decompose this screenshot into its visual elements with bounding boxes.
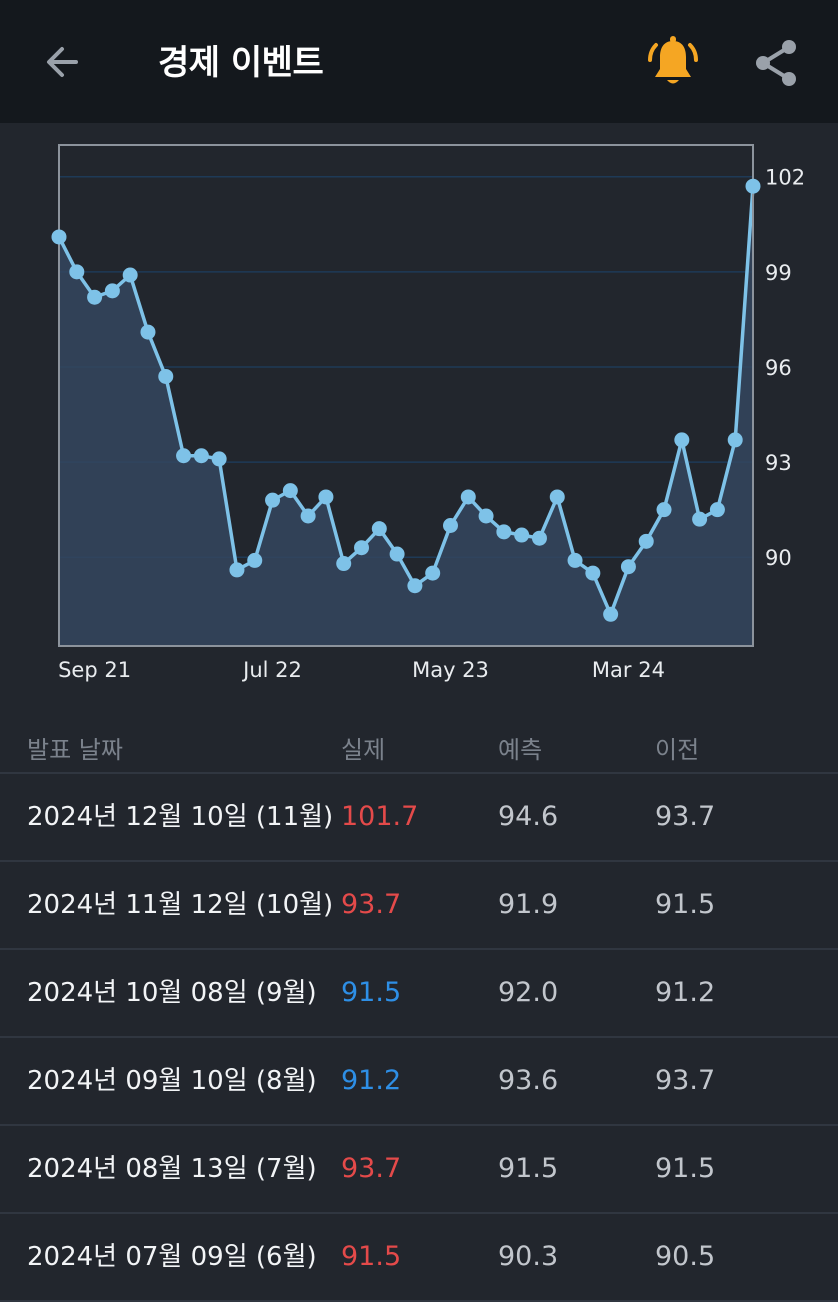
previous-value: 93.7 — [655, 1065, 716, 1096]
data-point — [425, 565, 441, 581]
data-point — [229, 562, 245, 578]
x-tick-label: Mar 24 — [592, 658, 665, 682]
table-row[interactable]: 2024년 08월 13일 (7월) 93.7 91.5 91.5 — [0, 1126, 838, 1214]
data-point — [585, 565, 601, 581]
actual-value: 93.7 — [341, 889, 402, 920]
data-point — [193, 448, 209, 464]
back-button[interactable] — [36, 36, 88, 88]
page-title: 경제 이벤트 — [158, 43, 324, 83]
forecast-value: 93.6 — [498, 1065, 559, 1096]
previous-value: 91.2 — [655, 977, 716, 1008]
chart-panel: 90 93 96 99 102 Sep 21 Jul 22 May 23 Mar 24 — [0, 123, 838, 703]
data-point — [460, 489, 476, 505]
data-point — [656, 502, 672, 518]
data-point — [282, 483, 298, 499]
share-button[interactable] — [744, 30, 810, 96]
y-tick-label: 99 — [765, 261, 792, 285]
y-tick-label: 93 — [765, 451, 792, 475]
data-point — [104, 283, 120, 299]
x-tick-label: Sep 21 — [58, 658, 131, 682]
share-icon — [756, 40, 796, 86]
data-point — [265, 492, 281, 508]
data-point — [69, 264, 85, 280]
data-point — [692, 511, 708, 527]
header-forecast: 예측 — [498, 736, 543, 764]
previous-value: 90.5 — [655, 1241, 716, 1272]
previous-value: 91.5 — [655, 1153, 716, 1184]
data-point — [727, 432, 743, 448]
data-point — [51, 229, 67, 245]
data-point — [442, 518, 458, 534]
forecast-value: 91.5 — [498, 1153, 559, 1184]
data-point — [620, 559, 636, 575]
data-point — [674, 432, 690, 448]
data-point — [158, 368, 174, 384]
table-row[interactable]: 2024년 07월 09일 (6월) 91.5 90.3 90.5 — [0, 1214, 838, 1302]
data-point — [371, 521, 387, 537]
release-date: 2024년 11월 12일 (10월) — [27, 890, 334, 920]
data-point — [745, 178, 761, 194]
data-point — [318, 489, 334, 505]
actual-value: 91.5 — [341, 1241, 402, 1272]
table-row[interactable]: 2024년 11월 12일 (10월) 93.7 91.9 91.5 — [0, 862, 838, 950]
header-actual: 실제 — [341, 736, 386, 764]
data-point — [176, 448, 192, 464]
data-point — [407, 578, 423, 594]
release-date: 2024년 12월 10일 (11월) — [27, 802, 334, 832]
series-line — [57, 186, 755, 617]
y-tick-label: 102 — [765, 166, 805, 190]
x-tick-label: Jul 22 — [241, 658, 302, 682]
release-date: 2024년 10월 08일 (9월) — [27, 978, 317, 1008]
data-point — [567, 552, 583, 568]
actual-value: 93.7 — [341, 1153, 402, 1184]
app-bar: 경제 이벤트 — [0, 0, 838, 123]
table-header: 발표 날짜 실제 예측 이전 — [0, 718, 838, 774]
data-point — [87, 289, 103, 305]
bell-icon — [648, 36, 698, 84]
data-point — [514, 527, 530, 543]
table-row[interactable]: 2024년 12월 10일 (11월) 101.7 94.6 93.7 — [0, 774, 838, 862]
data-point — [354, 540, 370, 556]
table-row[interactable]: 2024년 09월 10일 (8월) 91.2 93.6 93.7 — [0, 1038, 838, 1126]
forecast-value: 92.0 — [498, 977, 559, 1008]
plot-frame — [58, 144, 754, 647]
data-point — [549, 489, 565, 505]
y-tick-label: 96 — [765, 356, 792, 380]
data-point — [603, 606, 619, 622]
forecast-value: 90.3 — [498, 1241, 559, 1272]
header-previous: 이전 — [655, 736, 700, 764]
previous-value: 91.5 — [655, 889, 716, 920]
data-point — [300, 508, 316, 524]
previous-value: 93.7 — [655, 801, 716, 832]
data-point — [496, 524, 512, 540]
history-table: 발표 날짜 실제 예측 이전 2024년 12월 10일 (11월) 101.7 9… — [0, 718, 838, 1302]
actual-value: 101.7 — [341, 801, 419, 832]
release-date: 2024년 08월 13일 (7월) — [27, 1154, 317, 1184]
forecast-value: 91.9 — [498, 889, 559, 920]
data-point — [478, 508, 494, 524]
release-date: 2024년 09월 10일 (8월) — [27, 1066, 317, 1096]
data-point — [140, 324, 156, 340]
alert-button[interactable] — [640, 30, 706, 96]
actual-value: 91.2 — [341, 1065, 402, 1096]
data-point — [531, 530, 547, 546]
data-point — [709, 502, 725, 518]
history-chart: 90 93 96 99 102 Sep 21 Jul 22 May 23 Mar 24 — [51, 144, 805, 682]
data-point — [389, 546, 405, 562]
data-point — [122, 267, 138, 283]
actual-value: 91.5 — [341, 977, 402, 1008]
data-point — [638, 533, 654, 549]
data-point — [211, 451, 227, 467]
data-point — [247, 552, 263, 568]
arrow-left-icon — [47, 47, 78, 77]
table-row[interactable]: 2024년 10월 08일 (9월) 91.5 92.0 91.2 — [0, 950, 838, 1038]
release-date: 2024년 07월 09일 (6월) — [27, 1242, 317, 1272]
header-date: 발표 날짜 — [27, 736, 123, 764]
forecast-value: 94.6 — [498, 801, 559, 832]
y-tick-label: 90 — [765, 546, 792, 570]
area-fill — [59, 186, 753, 646]
data-point — [336, 556, 352, 572]
x-tick-label: May 23 — [412, 658, 489, 682]
